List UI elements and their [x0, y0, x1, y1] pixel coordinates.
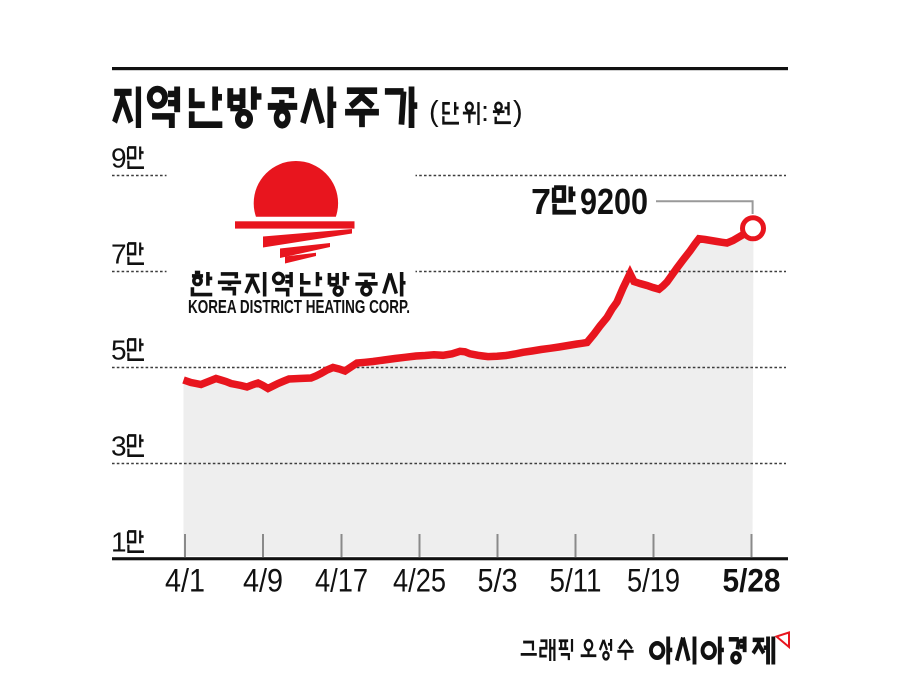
svg-text:9200: 9200: [580, 181, 648, 222]
svg-text:7: 7: [531, 181, 551, 222]
svg-text:5/28: 5/28: [723, 563, 781, 599]
svg-text:4/9: 4/9: [243, 563, 283, 599]
svg-text:KOREA DISTRICT HEATING CORP.: KOREA DISTRICT HEATING CORP.: [188, 296, 410, 317]
svg-text:(: (: [429, 96, 439, 128]
svg-text:4/17: 4/17: [315, 563, 368, 599]
svg-text:): ): [513, 96, 523, 128]
svg-text:3: 3: [111, 431, 127, 462]
svg-text:5/11: 5/11: [550, 563, 602, 599]
svg-text:9: 9: [111, 143, 127, 174]
svg-text:4/1: 4/1: [165, 563, 205, 599]
svg-text:5: 5: [111, 335, 127, 366]
svg-text:7: 7: [111, 239, 127, 270]
svg-text:5/3: 5/3: [478, 563, 518, 599]
svg-text:5/19: 5/19: [627, 563, 680, 599]
svg-text:1: 1: [111, 527, 127, 558]
svg-text::: :: [481, 96, 489, 128]
svg-text:4/25: 4/25: [393, 563, 446, 599]
